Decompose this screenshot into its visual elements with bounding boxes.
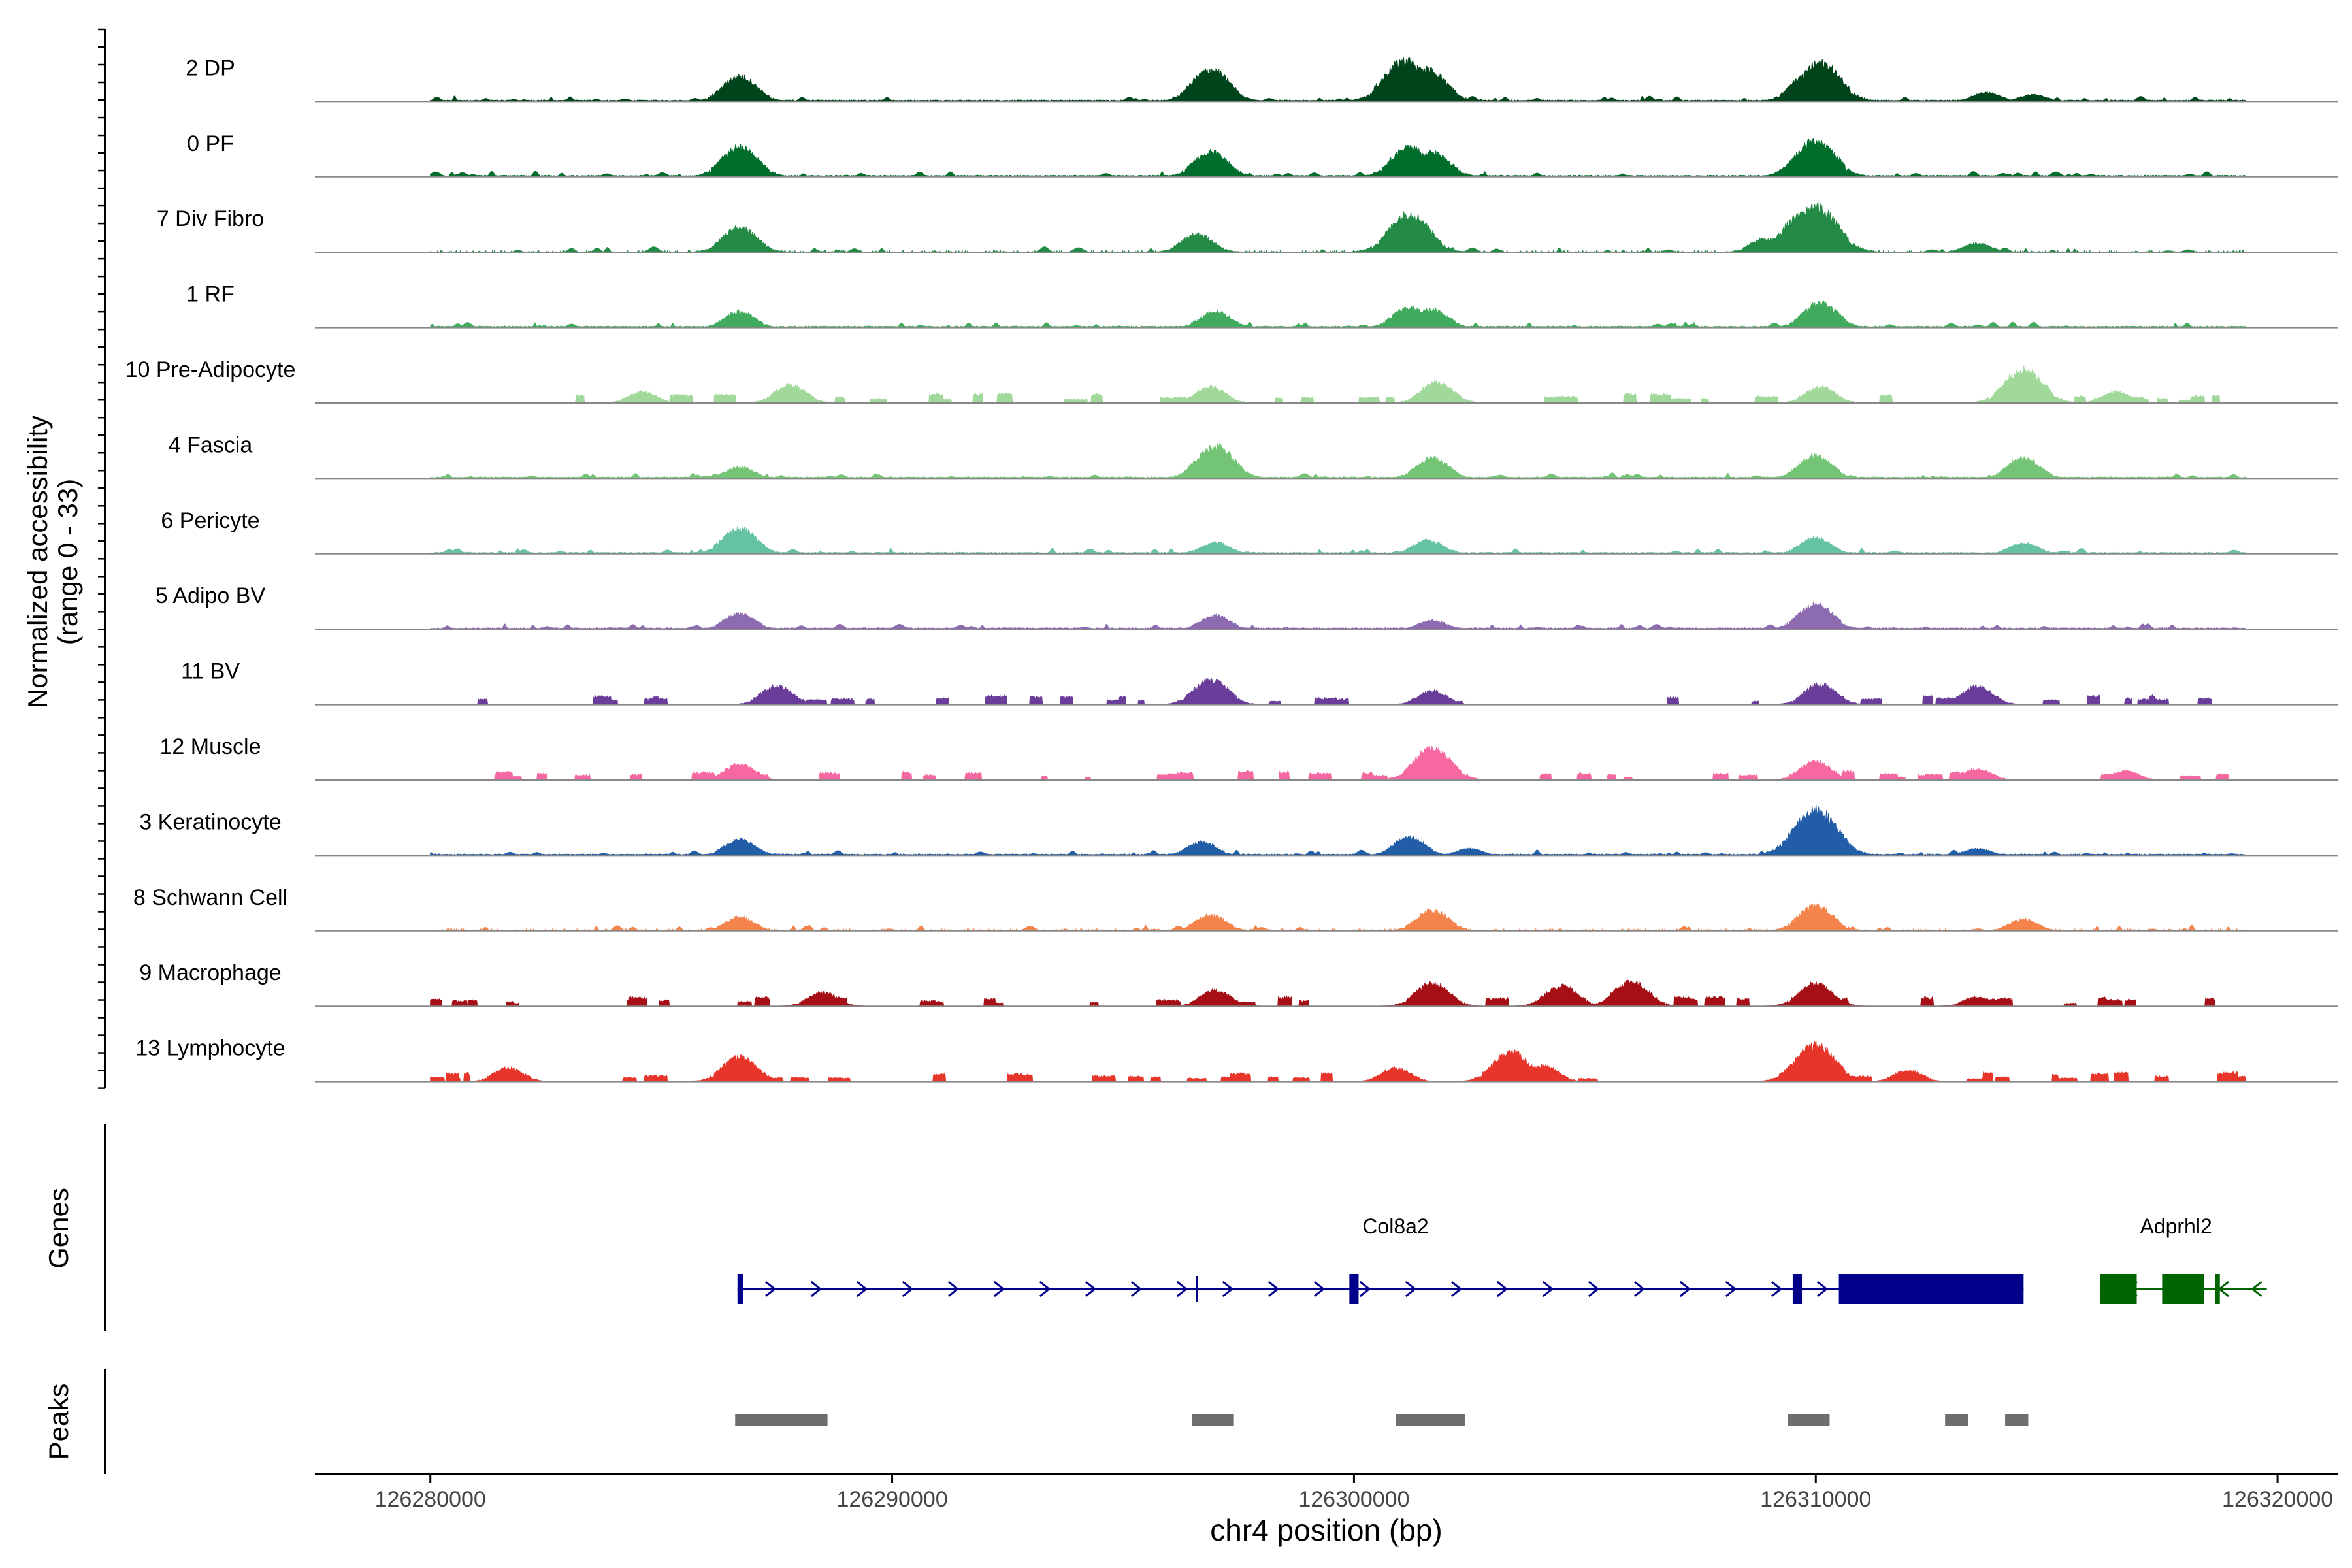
strand-arrow [1085, 1281, 1097, 1298]
gene-exon [1349, 1274, 1359, 1304]
track-0-pf: 0 PF [187, 131, 2338, 178]
peak-region [1396, 1414, 1465, 1426]
coverage-area [430, 201, 2246, 253]
track-label: 12 Muscle [160, 734, 261, 759]
x-axis-label: chr4 position (bp) [1210, 1513, 1442, 1547]
coverage-area [430, 1040, 2246, 1083]
track-label: 4 Fascia [169, 433, 253, 457]
coverage-area [430, 745, 2246, 781]
track-3-keratinocyte: 3 Keratinocyte [139, 804, 2338, 857]
track-8-schwann-cell: 8 Schwann Cell [133, 885, 2338, 932]
gene-col8a2: Col8a2 [737, 1215, 2024, 1304]
track-label: 11 BV [181, 659, 240, 684]
gene-exon [737, 1274, 743, 1304]
coverage-area [430, 979, 2246, 1007]
coverage-area [430, 526, 2246, 555]
coverage-area [430, 300, 2246, 329]
strand-arrow [1222, 1281, 1234, 1298]
strand-arrow [1130, 1281, 1143, 1298]
gene-label: Adprhl2 [2140, 1215, 2212, 1238]
strand-arrow [764, 1281, 777, 1298]
strand-arrow [1771, 1281, 1783, 1298]
gene-exon [1792, 1274, 1803, 1304]
strand-arrow [1359, 1281, 1371, 1298]
strand-arrow [902, 1281, 914, 1298]
strand-arrow [1267, 1281, 1280, 1298]
peak-region [1945, 1414, 1968, 1426]
peak-region [735, 1414, 828, 1426]
peak-region [1788, 1414, 1830, 1426]
gene-exon [2099, 1274, 2137, 1304]
strand-arrow [1039, 1281, 1051, 1298]
track-label: 2 DP [186, 56, 235, 80]
track-9-macrophage: 9 Macrophage [139, 960, 2338, 1007]
track-1-rf: 1 RF [186, 282, 2338, 329]
gene-exon [2215, 1274, 2220, 1304]
strand-arrow [1450, 1281, 1463, 1298]
track-label: 1 RF [186, 282, 235, 307]
coverage-area [430, 903, 2246, 932]
track-label: 5 Adipo BV [155, 583, 266, 608]
gene-label: Col8a2 [1362, 1215, 1428, 1238]
coverage-area [430, 804, 2246, 856]
coverage-area [430, 57, 2246, 102]
y-axis-label-line1: Normalized accessibility [22, 416, 53, 708]
track-11-bv: 11 BV [181, 659, 2338, 706]
track-label: 10 Pre-Adipocyte [125, 357, 296, 382]
track-2-dp: 2 DP [186, 56, 2338, 103]
coverage-area [430, 601, 2246, 630]
coverage-area [430, 443, 2246, 479]
coverage-area [430, 677, 2246, 706]
track-6-pericyte: 6 Pericyte [161, 508, 2338, 555]
strand-arrow [1588, 1281, 1600, 1298]
track-label: 8 Schwann Cell [133, 885, 287, 910]
track-label: 7 Div Fibro [157, 206, 264, 231]
strand-arrow [1633, 1281, 1646, 1298]
x-tick-label: 126320000 [2222, 1487, 2333, 1512]
gene-exon [2162, 1274, 2204, 1304]
strand-arrow [1725, 1281, 1737, 1298]
strand-arrow [947, 1281, 960, 1298]
strand-arrow [1496, 1281, 1509, 1298]
coverage-panel: 2 DP 0 PF 7 Div Fibro 1 RF 10 Pre-Adipocyte 4… [98, 28, 2338, 1089]
x-axis: 126280000 126290000 126300000 126310000 1263… [375, 1474, 2333, 1512]
strand-arrow [1313, 1281, 1326, 1298]
track-4-fascia: 4 Fascia [169, 433, 2338, 480]
strand-arrow [856, 1281, 868, 1298]
strand-arrow [993, 1281, 1005, 1298]
track-13-lymphocyte: 13 Lymphocyte [135, 1036, 2338, 1083]
track-12-muscle: 12 Muscle [160, 734, 2338, 781]
y-axis-label-line2: (range 0 - 33) [52, 479, 83, 645]
peak-region [1192, 1414, 1234, 1426]
strand-arrow [1816, 1281, 1829, 1298]
track-label: 13 Lymphocyte [135, 1036, 285, 1061]
track-5-adipo-bv: 5 Adipo BV [155, 583, 2338, 630]
track-label: 0 PF [187, 131, 234, 156]
track-10-pre-adipocyte: 10 Pre-Adipocyte [125, 357, 2338, 404]
x-tick-label: 126310000 [1760, 1487, 1871, 1512]
genes-track: Col8a2 Adprhl2 [737, 1215, 2267, 1304]
strand-arrow [1405, 1281, 1417, 1298]
strand-arrow [1176, 1281, 1188, 1298]
x-tick-label: 126290000 [836, 1487, 947, 1512]
track-label: 3 Keratinocyte [139, 809, 281, 834]
peaks-track [735, 1414, 2029, 1426]
genes-label: Genes [43, 1188, 74, 1269]
track-label: 6 Pericyte [161, 508, 259, 533]
x-tick-label: 126300000 [1298, 1487, 1409, 1512]
coverage-area [430, 137, 2246, 178]
peak-region [2005, 1414, 2029, 1426]
gene-adprhl2: Adprhl2 [2099, 1215, 2267, 1304]
strand-arrow [1542, 1281, 1554, 1298]
peaks-label: Peaks [43, 1384, 74, 1460]
gene-exon [1838, 1274, 2024, 1304]
track-label: 9 Macrophage [139, 960, 281, 985]
strand-arrow [1679, 1281, 1691, 1298]
coverage-area [430, 365, 2246, 404]
strand-arrow [810, 1281, 823, 1298]
track-7-div-fibro: 7 Div Fibro [157, 201, 2338, 253]
x-tick-label: 126280000 [375, 1487, 486, 1512]
